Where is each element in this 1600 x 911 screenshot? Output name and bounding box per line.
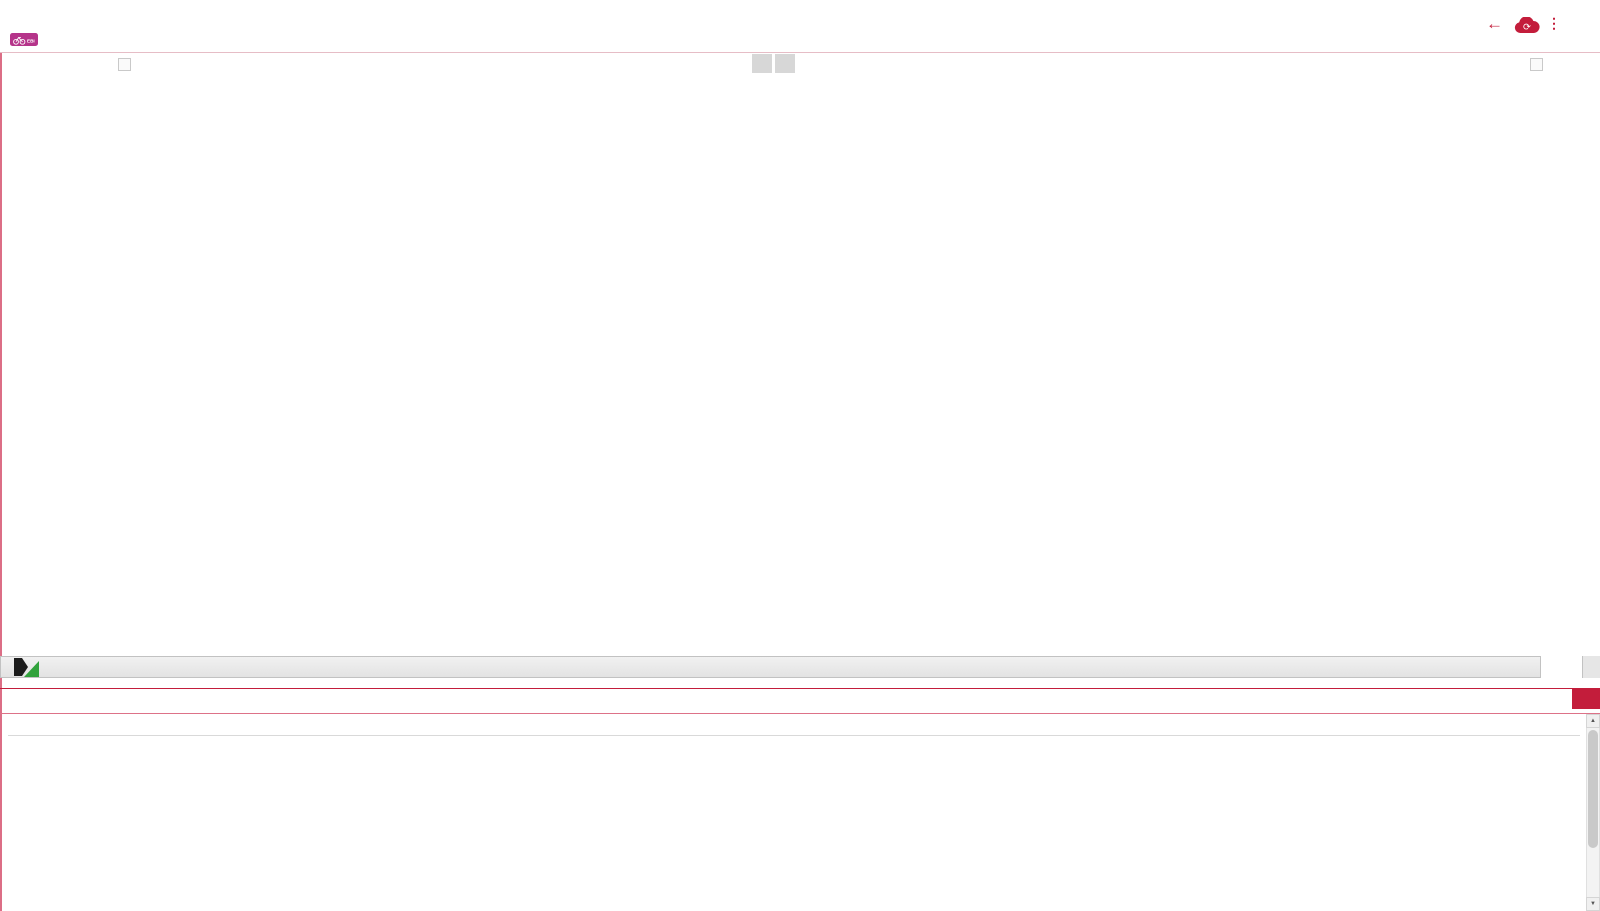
zoom-in-button[interactable] bbox=[752, 54, 772, 73]
svg-text:⟳: ⟳ bbox=[1523, 22, 1532, 33]
header-divider bbox=[0, 52, 1600, 53]
scrub-start-marker[interactable] bbox=[14, 658, 28, 676]
panel-left-accent bbox=[0, 53, 2, 911]
zoom-out-button[interactable] bbox=[775, 54, 795, 73]
distance-axis bbox=[30, 641, 1538, 653]
chevron-down-icon[interactable] bbox=[118, 58, 131, 71]
tabs-top-line bbox=[0, 688, 1600, 689]
section-divider bbox=[8, 735, 1580, 736]
scrollbar-up-arrow[interactable]: ▲ bbox=[1586, 714, 1600, 728]
sport-badge: EBI bbox=[10, 33, 38, 46]
scrollbar-thumb[interactable] bbox=[1588, 730, 1598, 848]
back-arrow-icon[interactable]: ← bbox=[1486, 14, 1503, 33]
hr-axis bbox=[0, 75, 30, 640]
scrollbar-down-arrow[interactable]: ▼ bbox=[1586, 897, 1600, 911]
collapse-panel-button[interactable] bbox=[1582, 656, 1600, 678]
chart-scrollbar[interactable] bbox=[0, 656, 1541, 678]
list-icon[interactable] bbox=[1572, 689, 1600, 709]
svg-text:EBI: EBI bbox=[27, 39, 35, 44]
elevation-axis bbox=[1538, 75, 1598, 640]
maximize-button[interactable] bbox=[1532, 0, 1560, 13]
kebab-menu-icon[interactable]: ⋮ bbox=[1547, 15, 1561, 31]
scrub-start-flag-icon[interactable] bbox=[24, 661, 39, 677]
minimize-button[interactable] bbox=[1500, 0, 1528, 13]
close-button[interactable] bbox=[1566, 0, 1594, 13]
tabs-bottom-line bbox=[0, 713, 1600, 714]
cloud-sync-icon[interactable]: ⟳ bbox=[1512, 16, 1542, 34]
activity-chart[interactable] bbox=[30, 75, 1538, 640]
chevron-down-icon[interactable] bbox=[1530, 58, 1543, 71]
